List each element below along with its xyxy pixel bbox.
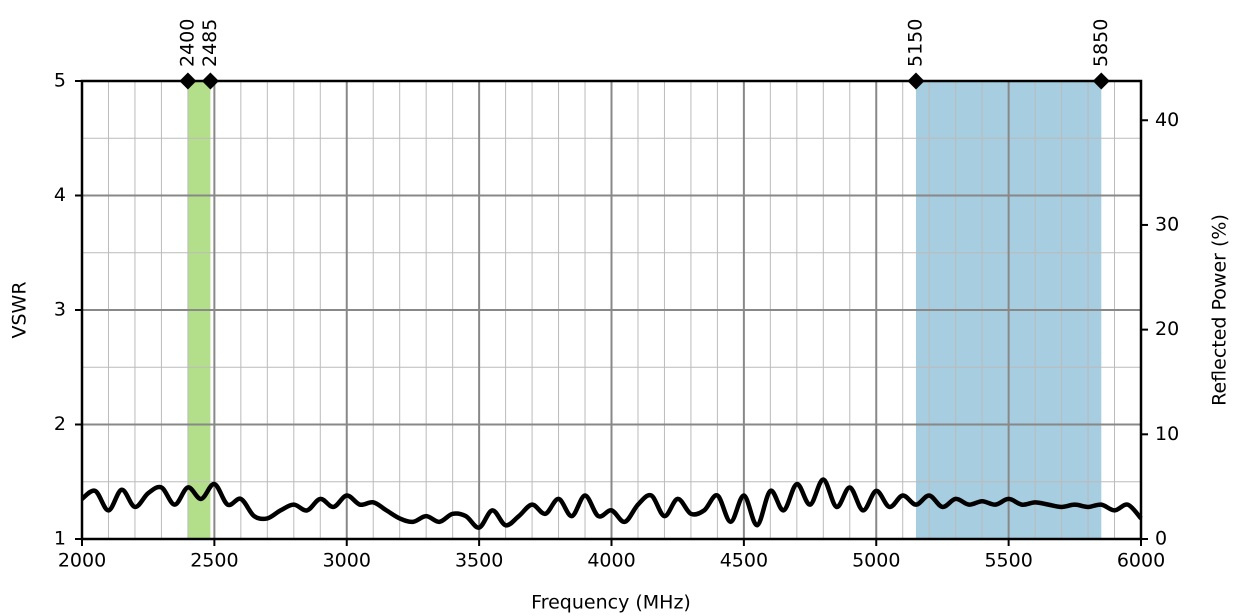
y-tick-label: 4 (54, 184, 66, 206)
y-tick-label: 1 (54, 528, 66, 550)
x-tick-label: 4000 (587, 550, 635, 572)
x-tick-label: 2500 (190, 550, 238, 572)
x-tick-label: 4500 (720, 550, 768, 572)
y-tick-label: 2 (54, 413, 66, 435)
band-label: 2400 (176, 19, 198, 67)
x-axis-label: Frequency (MHz) (531, 592, 691, 614)
x-tick-label: 2000 (58, 550, 106, 572)
y2-tick-label: 30 (1155, 213, 1179, 235)
plot-frame (80, 79, 1143, 541)
y2-tick-label: 10 (1155, 423, 1179, 445)
y-axis-label: VSWR (9, 281, 31, 338)
line (80, 477, 1143, 530)
y-tick-label: 5 (54, 70, 66, 92)
band-label: 2485 (199, 19, 221, 67)
band-marker (201, 72, 219, 90)
x-tick-label: 5000 (852, 550, 900, 572)
x-tick-label: 3000 (323, 550, 371, 572)
y2-axis-label: Reflected Power (%) (1209, 214, 1231, 406)
x-tick-label: 5500 (984, 550, 1032, 572)
band-marker (907, 72, 925, 90)
y2-tick-label: 0 (1155, 528, 1167, 550)
band-marker (179, 72, 197, 90)
band-label: 5850 (1090, 19, 1112, 67)
x-tick-label: 6000 (1117, 550, 1165, 572)
x-tick-label: 3500 (455, 550, 503, 572)
y2-tick-label: 20 (1155, 318, 1179, 340)
band-label: 5150 (904, 19, 926, 67)
y2-tick-label: 40 (1155, 109, 1179, 131)
y-tick-label: 3 (54, 299, 66, 321)
